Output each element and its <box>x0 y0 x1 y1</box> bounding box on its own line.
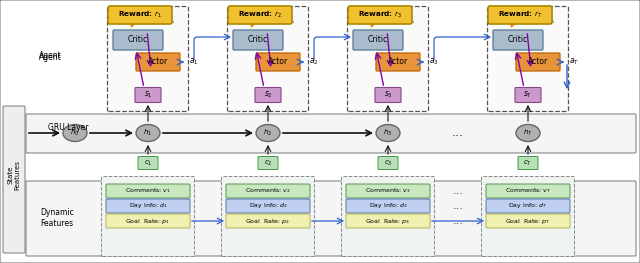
FancyBboxPatch shape <box>488 7 568 112</box>
Text: Agent: Agent <box>38 53 61 63</box>
FancyBboxPatch shape <box>106 214 190 228</box>
Text: Day Info: $d_T$: Day Info: $d_T$ <box>508 201 548 210</box>
Ellipse shape <box>136 124 160 141</box>
Text: $a_1$: $a_1$ <box>189 57 199 67</box>
Text: $c_3$: $c_3$ <box>384 158 392 168</box>
FancyBboxPatch shape <box>518 156 538 169</box>
FancyBboxPatch shape <box>486 214 570 228</box>
Text: Reward: $r_T$: Reward: $r_T$ <box>498 10 542 20</box>
Text: Comments: $v_1$: Comments: $v_1$ <box>125 186 171 195</box>
Text: Critic: Critic <box>128 36 148 44</box>
FancyBboxPatch shape <box>3 106 25 253</box>
FancyBboxPatch shape <box>136 53 180 71</box>
FancyBboxPatch shape <box>135 88 161 103</box>
FancyBboxPatch shape <box>106 184 190 198</box>
Text: $c_1$: $c_1$ <box>144 158 152 168</box>
Text: Day Info: $d_2$: Day Info: $d_2$ <box>249 201 287 210</box>
Text: Critic: Critic <box>368 36 388 44</box>
Text: ...: ... <box>452 186 463 196</box>
Text: $s_1$: $s_1$ <box>143 90 152 100</box>
Text: Reward: $r_3$: Reward: $r_3$ <box>358 10 402 20</box>
Text: Goal  Rate: $p_1$: Goal Rate: $p_1$ <box>125 216 170 225</box>
FancyBboxPatch shape <box>226 184 310 198</box>
Text: $a_T$: $a_T$ <box>569 57 579 67</box>
FancyBboxPatch shape <box>233 30 283 50</box>
Text: Comments: $v_2$: Comments: $v_2$ <box>245 186 291 195</box>
Ellipse shape <box>376 124 400 141</box>
FancyBboxPatch shape <box>378 156 398 169</box>
Text: Dynamic
Features: Dynamic Features <box>40 208 74 228</box>
Text: Day Info: $d_3$: Day Info: $d_3$ <box>369 201 407 210</box>
FancyBboxPatch shape <box>346 214 430 228</box>
FancyBboxPatch shape <box>228 6 292 24</box>
Ellipse shape <box>63 124 87 141</box>
FancyBboxPatch shape <box>108 6 172 24</box>
Text: Actor: Actor <box>148 58 168 67</box>
Text: Goal  Rate: $p_3$: Goal Rate: $p_3$ <box>365 216 410 225</box>
FancyBboxPatch shape <box>227 7 308 112</box>
FancyBboxPatch shape <box>346 199 430 213</box>
FancyBboxPatch shape <box>226 199 310 213</box>
FancyBboxPatch shape <box>138 156 158 169</box>
Text: $c_2$: $c_2$ <box>264 158 272 168</box>
Text: Critic: Critic <box>248 36 268 44</box>
Text: $h_3$: $h_3$ <box>383 128 392 138</box>
FancyBboxPatch shape <box>256 53 300 71</box>
Text: ...: ... <box>452 127 464 139</box>
Text: ...: ... <box>452 201 463 211</box>
FancyBboxPatch shape <box>375 88 401 103</box>
Text: Goal  Rate: $p_2$: Goal Rate: $p_2$ <box>246 216 291 225</box>
Text: $h_T$: $h_T$ <box>523 128 533 138</box>
FancyBboxPatch shape <box>481 176 575 256</box>
Text: Comments: $v_T$: Comments: $v_T$ <box>505 186 551 195</box>
FancyBboxPatch shape <box>226 214 310 228</box>
Text: $a_3$: $a_3$ <box>429 57 439 67</box>
Text: $s_2$: $s_2$ <box>264 90 273 100</box>
FancyBboxPatch shape <box>102 176 195 256</box>
FancyBboxPatch shape <box>108 7 189 112</box>
Text: $s_3$: $s_3$ <box>383 90 392 100</box>
FancyBboxPatch shape <box>348 7 429 112</box>
Text: $s_T$: $s_T$ <box>523 90 533 100</box>
FancyBboxPatch shape <box>113 30 163 50</box>
Ellipse shape <box>256 124 280 141</box>
Text: GRU Layer: GRU Layer <box>48 124 88 133</box>
FancyBboxPatch shape <box>486 184 570 198</box>
Text: Critic: Critic <box>508 36 528 44</box>
Text: Actor: Actor <box>528 58 548 67</box>
Text: Reward: $r_2$: Reward: $r_2$ <box>238 10 282 20</box>
FancyBboxPatch shape <box>221 176 314 256</box>
FancyBboxPatch shape <box>515 88 541 103</box>
Text: $c_T$: $c_T$ <box>524 158 532 168</box>
FancyBboxPatch shape <box>348 6 412 24</box>
Text: Actor: Actor <box>388 58 408 67</box>
Text: $a_2$: $a_2$ <box>309 57 319 67</box>
FancyBboxPatch shape <box>258 156 278 169</box>
Text: Actor: Actor <box>268 58 288 67</box>
Text: Agent: Agent <box>38 50 61 59</box>
FancyBboxPatch shape <box>353 30 403 50</box>
Text: Day Info: $d_1$: Day Info: $d_1$ <box>129 201 167 210</box>
Text: $h_2$: $h_2$ <box>264 128 273 138</box>
Text: Comments: $v_3$: Comments: $v_3$ <box>365 186 411 195</box>
FancyBboxPatch shape <box>486 199 570 213</box>
FancyBboxPatch shape <box>346 184 430 198</box>
Ellipse shape <box>516 124 540 141</box>
Text: State
Features: State Features <box>8 160 20 190</box>
FancyBboxPatch shape <box>26 114 636 153</box>
Text: Goal  Rate: $p_T$: Goal Rate: $p_T$ <box>505 216 551 225</box>
Text: ...: ... <box>452 216 463 226</box>
FancyBboxPatch shape <box>376 53 420 71</box>
FancyBboxPatch shape <box>106 199 190 213</box>
FancyBboxPatch shape <box>493 30 543 50</box>
FancyBboxPatch shape <box>26 181 636 256</box>
FancyBboxPatch shape <box>488 6 552 24</box>
Text: Reward: $r_1$: Reward: $r_1$ <box>118 10 162 20</box>
Text: $h_1$: $h_1$ <box>143 128 152 138</box>
FancyBboxPatch shape <box>255 88 281 103</box>
FancyBboxPatch shape <box>516 53 560 71</box>
FancyBboxPatch shape <box>342 176 435 256</box>
Text: $h_0$: $h_0$ <box>70 128 79 138</box>
